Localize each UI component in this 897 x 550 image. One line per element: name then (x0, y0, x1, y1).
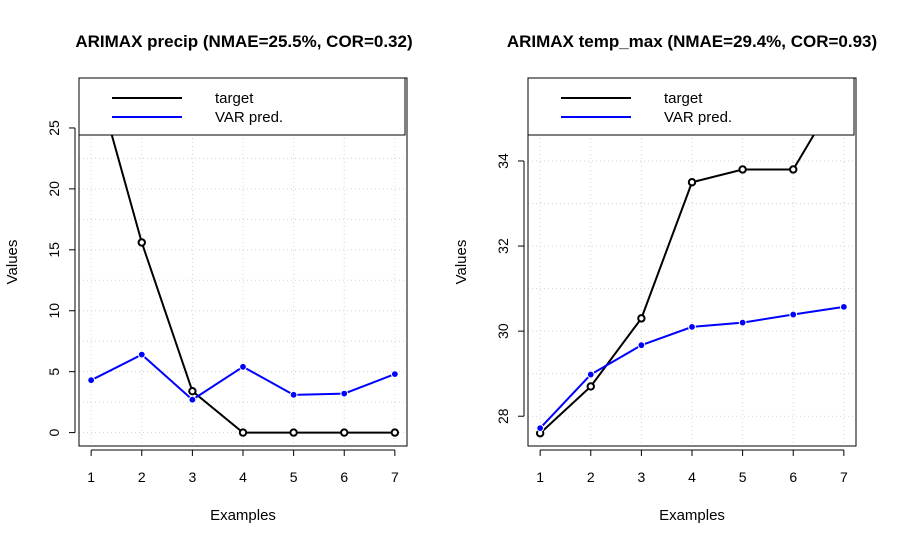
data-point-var-pred (87, 376, 96, 385)
legend-label: VAR pred. (215, 109, 283, 126)
data-point-var-pred (789, 310, 798, 319)
data-point-var-pred (390, 370, 399, 379)
x-axis-label: Examples (210, 507, 276, 524)
data-point-var-pred (688, 322, 696, 331)
data-point-var-pred (239, 362, 247, 371)
legend: target VAR pred. (527, 77, 855, 136)
series-line-var-pred (90, 353, 396, 401)
y-tick-label: 15 (46, 242, 62, 258)
data-point-var-pred (839, 302, 848, 311)
data-point-var-pred (536, 424, 545, 433)
legend-box (527, 77, 855, 136)
data-point-target (188, 386, 197, 396)
y-tick-label: 28 (495, 408, 511, 424)
y-tick-label: 25 (46, 120, 62, 136)
x-tick-label: 2 (138, 469, 146, 485)
legend-label: VAR pred. (664, 109, 732, 126)
data-point-var-pred (586, 370, 595, 379)
data-point-target (289, 428, 298, 437)
y-tick-label: 30 (495, 323, 511, 339)
data-point-target (137, 238, 146, 247)
data-point-var-pred (188, 395, 197, 404)
x-tick-label: 3 (637, 469, 645, 485)
plot-frame (78, 77, 408, 447)
data-point-var-pred (289, 390, 298, 399)
x-tick-label: 3 (188, 469, 196, 485)
x-tick-label: 5 (739, 469, 747, 485)
y-axis-label: Values (453, 240, 470, 285)
data-point-target (586, 382, 595, 391)
plot-frame (527, 77, 857, 447)
x-tick-label: 4 (239, 469, 247, 485)
x-tick-label: 5 (290, 469, 298, 485)
legend-label: target (664, 90, 703, 107)
data-point-target (390, 428, 400, 437)
y-tick-label: 0 (46, 428, 62, 436)
data-point-var-pred (738, 318, 747, 327)
y-tick-label: 10 (46, 303, 62, 319)
data-point-target (238, 428, 248, 437)
data-point-var-pred (137, 350, 146, 359)
y-tick-label: 34 (495, 153, 511, 169)
y-tick-label: 20 (46, 181, 62, 197)
y-tick-label: 5 (46, 368, 62, 376)
gridlines (528, 78, 856, 446)
x-tick-label: 1 (87, 469, 95, 485)
data-point-target (88, 58, 94, 64)
chart-title: ARIMAX precip (NMAE=25.5%, COR=0.32) (75, 32, 412, 51)
data-point-target (340, 428, 349, 437)
x-tick-label: 7 (391, 469, 399, 485)
y-tick-label: 32 (495, 238, 511, 254)
chart-title: ARIMAX temp_max (NMAE=29.4%, COR=0.93) (507, 32, 877, 51)
x-tick-label: 7 (840, 469, 848, 485)
data-point-target (789, 165, 798, 174)
data-point-target (637, 314, 646, 323)
legend-label: target (215, 90, 254, 107)
x-tick-label: 6 (340, 469, 348, 485)
x-tick-label: 6 (789, 469, 797, 485)
data-point-var-pred (340, 389, 349, 398)
chart-panel-1: ARIMAX precip (NMAE=25.5%, COR=0.32) Valu… (4, 32, 413, 524)
x-axis-label: Examples (659, 507, 725, 524)
x-tick-label: 4 (688, 469, 696, 485)
data-point-target (738, 165, 747, 174)
data-point-var-pred (637, 341, 646, 350)
y-axis-label: Values (4, 240, 21, 285)
data-point-target (687, 178, 697, 187)
series-group (87, 58, 400, 437)
x-tick-label: 1 (536, 469, 544, 485)
legend: target VAR pred. (78, 77, 406, 136)
chart-panel-2: ARIMAX temp_max (NMAE=29.4%, COR=0.93) Va… (453, 32, 877, 524)
x-tick-label: 2 (587, 469, 595, 485)
